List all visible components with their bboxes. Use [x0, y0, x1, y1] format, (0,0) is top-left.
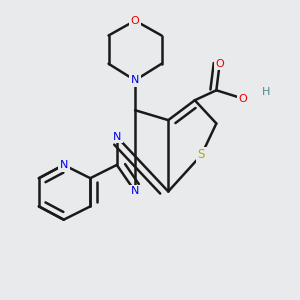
Text: O: O — [238, 94, 247, 103]
Text: N: N — [112, 132, 121, 142]
Text: S: S — [198, 148, 205, 161]
Text: O: O — [215, 59, 224, 69]
Text: O: O — [131, 16, 140, 26]
Text: N: N — [131, 187, 139, 196]
Text: N: N — [131, 75, 139, 85]
Text: N: N — [59, 160, 68, 170]
Text: H: H — [262, 87, 270, 97]
